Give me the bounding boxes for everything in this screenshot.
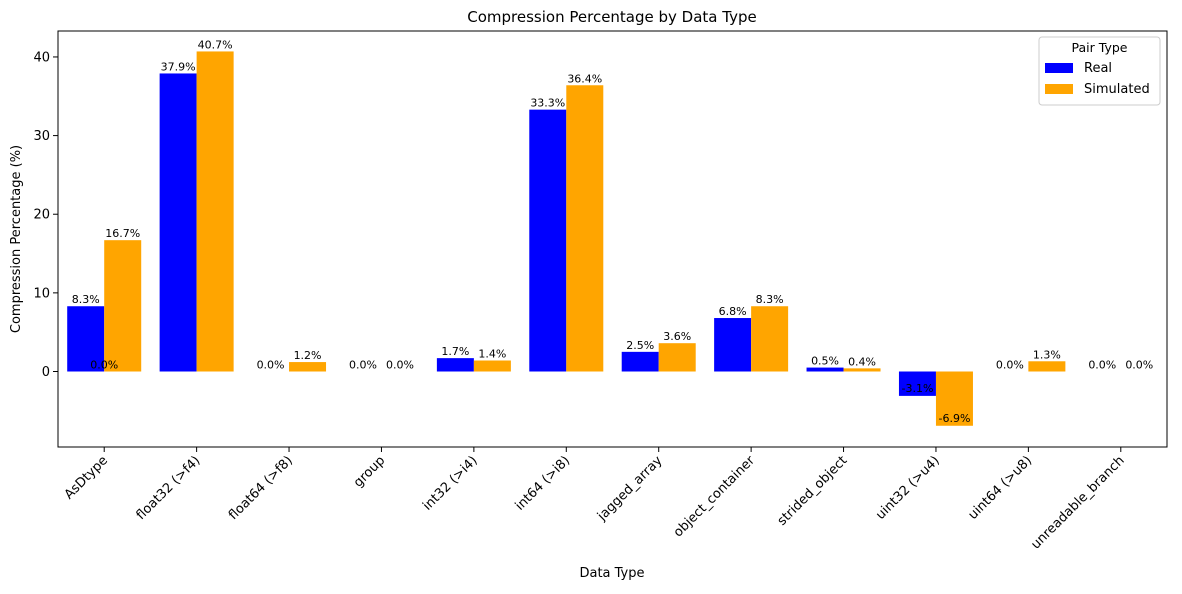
bar-real — [159, 73, 197, 372]
data-label: 1.7% — [441, 345, 469, 358]
bar-real — [714, 318, 752, 372]
data-label: -3.1% — [901, 382, 933, 395]
legend-title: Pair Type — [1072, 40, 1128, 55]
plot-frame — [57, 30, 1168, 448]
x-tick-label: object_container — [671, 453, 759, 541]
y-axis-label: Compression Percentage (%) — [9, 145, 24, 333]
data-label: 0.0% — [257, 359, 285, 372]
data-label: 3.6% — [663, 330, 691, 343]
y-axis: 0 10 20 30 40 — [33, 50, 58, 380]
x-tick-label: group — [351, 453, 388, 490]
bar-simulated — [289, 362, 327, 372]
bar-simulated — [566, 85, 604, 372]
data-label: 36.4% — [567, 72, 602, 85]
y-tick-label: 20 — [33, 208, 50, 223]
data-label: 0.0% — [90, 359, 118, 372]
x-tick-label: strided_object — [775, 453, 851, 529]
data-label: 0.0% — [1088, 359, 1116, 372]
data-label: 0.0% — [1125, 359, 1153, 372]
legend-swatch-simulated — [1045, 84, 1073, 94]
bar-simulated — [843, 368, 881, 372]
x-tick-label: AsDtype — [62, 453, 111, 502]
x-tick-label: jagged_array — [594, 453, 666, 525]
bar-simulated — [751, 306, 789, 372]
data-label: 16.7% — [105, 227, 140, 240]
data-label: 0.0% — [996, 359, 1024, 372]
bar-simulated — [104, 240, 142, 372]
x-tick-label: unreadable_branch — [1028, 453, 1127, 552]
x-tick-label: float64 (>f8) — [226, 453, 296, 523]
data-label: 40.7% — [198, 38, 233, 51]
x-tick-label: uint64 (>u8) — [966, 453, 1036, 523]
legend-label-real: Real — [1084, 61, 1112, 76]
legend-label-simulated: Simulated — [1084, 82, 1150, 97]
data-label: -6.9% — [938, 412, 970, 425]
bar-simulated — [196, 51, 234, 372]
bar-real — [621, 351, 659, 372]
data-label: 0.5% — [811, 355, 839, 368]
data-label: 0.0% — [349, 359, 377, 372]
y-tick-label: 10 — [33, 286, 50, 301]
x-axis-label: Data Type — [579, 566, 644, 581]
x-tick-label: int64 (>i8) — [513, 453, 573, 513]
bar-real — [529, 109, 567, 372]
y-tick-label: 30 — [33, 129, 50, 144]
y-tick-label: 40 — [33, 50, 50, 65]
bar-simulated — [658, 343, 696, 372]
data-label: 33.3% — [530, 97, 565, 110]
x-tick-label: int32 (>i4) — [420, 453, 480, 513]
data-label: 8.3% — [756, 293, 784, 306]
bar-real — [67, 306, 105, 372]
bar-simulated — [935, 371, 973, 426]
x-tick-label: float32 (>f4) — [134, 453, 204, 523]
data-label: 8.3% — [72, 293, 100, 306]
data-label: 0.4% — [848, 355, 876, 368]
bar-simulated — [1028, 361, 1066, 372]
bar-real — [806, 367, 844, 372]
data-label: 2.5% — [626, 339, 654, 352]
legend: Pair Type Real Simulated — [1038, 36, 1161, 106]
legend-swatch-real — [1045, 63, 1073, 73]
plot-area: 8.3% 37.9% 0.0% 0.0% 1.7% 33.3% 2.5% 6.8% 0.5% -3… — [67, 38, 1153, 426]
bar-real — [436, 358, 474, 372]
bar-simulated — [473, 360, 511, 372]
y-tick-label: 0 — [42, 365, 50, 380]
data-label: 0.0% — [386, 359, 414, 372]
chart-title: Compression Percentage by Data Type — [467, 8, 756, 26]
data-label: 1.2% — [294, 349, 322, 362]
data-label: 1.3% — [1033, 348, 1061, 361]
bar-real — [898, 371, 936, 396]
data-label: 37.9% — [161, 60, 196, 73]
x-axis: AsDtype float32 (>f4) float64 (>f8) group in… — [62, 447, 1128, 552]
data-label: 1.4% — [478, 347, 506, 360]
data-label: 6.8% — [719, 305, 747, 318]
x-tick-label: uint32 (>u4) — [873, 453, 943, 523]
